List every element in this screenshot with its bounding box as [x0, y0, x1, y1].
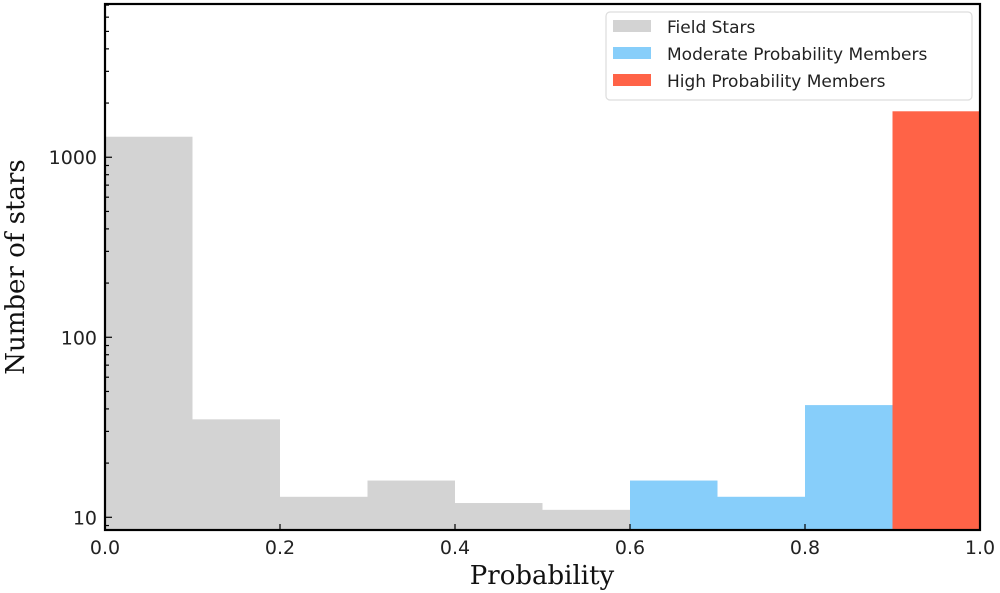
histogram-bar — [280, 496, 368, 530]
plot-frame — [103, 2, 982, 532]
histogram-bar — [105, 136, 193, 531]
x-tick-label: 0.2 — [265, 537, 295, 559]
histogram-bars — [105, 111, 980, 531]
y-axis-ticks: 10 100 1000 — [49, 4, 112, 529]
x-tick-label: 0.8 — [790, 537, 820, 559]
legend-label: Moderate Probability Members — [667, 45, 927, 65]
y-axis-title: Number of stars — [1, 159, 31, 374]
legend-swatch — [613, 74, 651, 86]
histogram-bar — [805, 405, 893, 530]
x-axis-title: Probability — [470, 561, 615, 591]
histogram-bar — [892, 111, 980, 530]
y-tick-label: 1000 — [49, 147, 97, 169]
legend: Field Stars Moderate Probability Members H… — [605, 11, 973, 101]
legend-label: High Probability Members — [667, 72, 886, 92]
x-tick-label: 1.0 — [965, 537, 995, 559]
histogram-bar — [630, 480, 718, 530]
histogram-bar — [455, 503, 543, 530]
x-tick-label: 0.0 — [90, 537, 120, 559]
x-tick-label: 0.4 — [440, 537, 470, 559]
legend-box — [605, 11, 973, 101]
histogram-bar — [717, 496, 805, 530]
histogram-bar — [542, 509, 630, 530]
legend-label: Field Stars — [667, 18, 756, 38]
legend-swatch — [613, 47, 651, 59]
x-axis-ticks: 0.0 0.2 0.4 0.6 0.8 1.0 — [90, 524, 995, 559]
histogram-bar — [367, 480, 455, 530]
legend-swatch — [613, 20, 651, 32]
y-tick-label: 100 — [61, 327, 97, 349]
x-tick-label: 0.6 — [615, 537, 645, 559]
histogram-bar — [192, 419, 280, 530]
y-tick-label: 10 — [73, 507, 97, 529]
